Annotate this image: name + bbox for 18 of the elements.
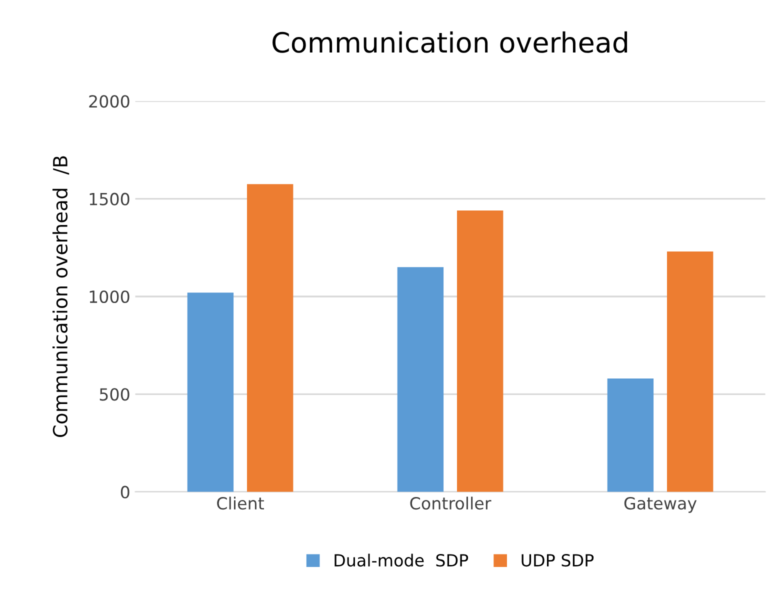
legend-label: Dual-mode SDP <box>334 554 468 567</box>
bar <box>456 210 504 492</box>
chart-title: Communication overhead <box>272 31 628 53</box>
y-tick-label: 1000 <box>90 290 130 304</box>
bar <box>187 292 234 492</box>
x-tick-label: Controller <box>410 496 492 510</box>
bar <box>607 378 654 492</box>
y-tick-label: 1500 <box>90 192 130 206</box>
y-axis-title: Communication overhead /B <box>52 156 70 438</box>
bar <box>666 252 714 492</box>
y-tick-label: 500 <box>100 388 130 401</box>
x-tick-label: Gateway <box>624 496 697 513</box>
bar <box>397 267 444 492</box>
legend-label: UDP SDP <box>522 554 594 567</box>
x-tick-label: Client <box>217 496 264 510</box>
bar <box>246 184 294 492</box>
y-tick-label: 2000 <box>89 95 130 108</box>
y-tick-label: 0 <box>120 486 130 498</box>
